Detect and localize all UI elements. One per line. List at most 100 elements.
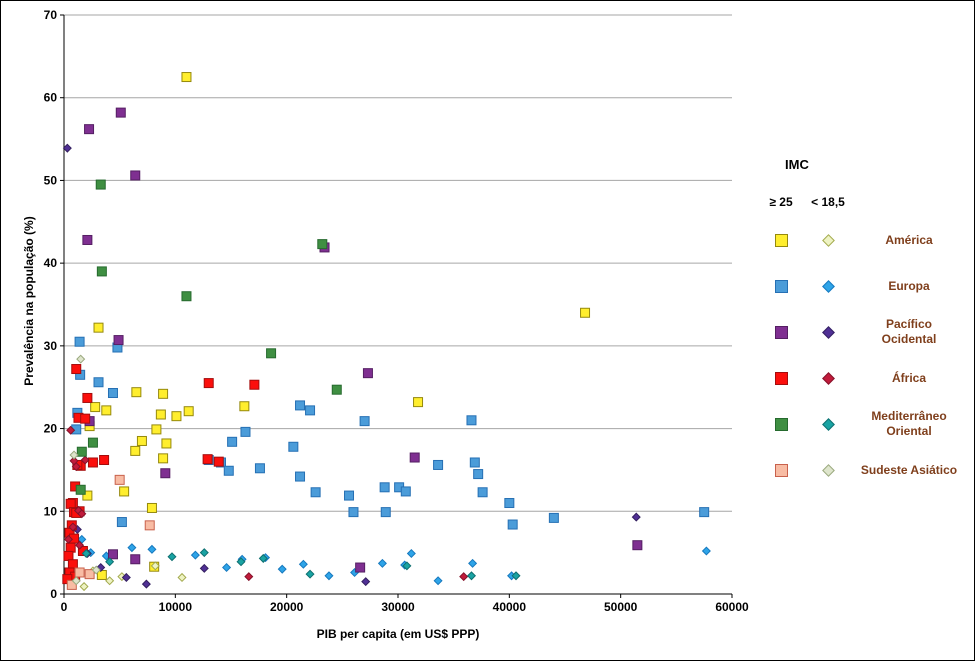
point-europa-bmi18 xyxy=(324,571,334,581)
point-africa-bmi25 xyxy=(71,364,82,375)
point-africa-bmi25 xyxy=(213,456,224,467)
point-africa-bmi25 xyxy=(82,392,93,403)
point-america-bmi25 xyxy=(183,406,194,417)
point-mediterraneo-bmi25 xyxy=(76,446,87,457)
point-europa-bmi25 xyxy=(227,436,238,447)
point-mediterraneo-bmi18 xyxy=(167,552,177,562)
point-mediterraneo-bmi25 xyxy=(87,437,98,448)
point-america-bmi25 xyxy=(130,445,141,456)
legend-row-africa: África xyxy=(763,355,968,401)
x-tick-label: 10000 xyxy=(159,600,193,614)
point-europa-bmi18 xyxy=(377,558,387,568)
point-mediterraneo-bmi18 xyxy=(466,571,477,581)
point-pacifico-bmi25 xyxy=(409,452,420,463)
point-pacifico-bmi18 xyxy=(141,579,151,589)
legend-label-africa: África xyxy=(891,370,926,385)
point-sudeste-bmi25 xyxy=(74,567,85,578)
point-europa-bmi18 xyxy=(433,576,443,586)
legend-diamond-cell xyxy=(799,417,857,431)
legend-row-sudeste: Sudeste Asiático xyxy=(763,447,968,493)
point-mediterraneo-bmi18 xyxy=(305,569,315,579)
point-america-bmi25 xyxy=(158,453,169,464)
point-sudeste-bmi18 xyxy=(91,565,101,575)
y-tick-label: 30 xyxy=(44,339,58,353)
point-pacifico-bmi25 xyxy=(107,549,118,560)
point-europa-bmi25 xyxy=(469,457,480,468)
legend-rows: América Europa Pacífico Ocidental África Med… xyxy=(763,217,968,493)
point-africa-bmi18 xyxy=(459,572,469,582)
point-africa-bmi25 xyxy=(203,378,214,389)
point-america-bmi25 xyxy=(155,409,166,420)
point-africa-bmi25 xyxy=(65,542,76,553)
y-axis-title: Prevalência na população (%) xyxy=(22,216,36,386)
point-america-bmi25 xyxy=(101,405,112,416)
point-america-bmi25 xyxy=(171,411,182,422)
legend-diamond-cell xyxy=(799,233,857,247)
legend-diamond-cell xyxy=(799,279,857,293)
point-america-bmi25 xyxy=(119,486,130,497)
legend-square-cell xyxy=(763,371,799,385)
legend-swatch-america-diamond xyxy=(821,233,835,247)
point-america-bmi25 xyxy=(131,387,142,398)
point-europa-bmi25 xyxy=(295,471,306,482)
point-america-bmi25 xyxy=(151,424,162,435)
point-africa-bmi18 xyxy=(75,540,85,550)
point-africa-bmi18 xyxy=(66,425,76,435)
point-america-bmi25 xyxy=(82,490,93,501)
point-europa-bmi25 xyxy=(223,465,234,476)
point-mediterraneo-bmi18 xyxy=(81,548,91,558)
point-pacifico-bmi25 xyxy=(115,107,126,118)
legend-square-cell xyxy=(763,417,799,431)
point-pacifico-bmi18 xyxy=(199,563,209,573)
legend-swatch-pacifico-diamond xyxy=(821,325,835,339)
point-mediterraneo-bmi18 xyxy=(199,548,209,558)
legend-swatch-africa-diamond xyxy=(821,371,835,385)
point-europa-bmi25 xyxy=(477,487,488,498)
legend-swatch-sudeste-diamond xyxy=(821,463,835,477)
legend-row-america: América xyxy=(763,217,968,263)
point-mediterraneo-bmi25 xyxy=(95,179,106,190)
y-tick-label: 60 xyxy=(44,91,58,105)
point-america-bmi25 xyxy=(146,502,157,513)
point-sudeste-bmi25 xyxy=(114,474,125,485)
point-europa-bmi25 xyxy=(288,441,299,452)
legend-swatch-mediterraneo-diamond xyxy=(821,417,835,431)
legend-col-header-bmi25: ≥ 25 xyxy=(769,195,793,209)
point-sudeste-bmi25 xyxy=(144,520,155,531)
point-europa-bmi25 xyxy=(240,426,251,437)
point-europa-bmi25 xyxy=(93,377,104,388)
point-europa-bmi25 xyxy=(344,490,355,501)
point-europa-bmi25 xyxy=(379,482,390,493)
point-mediterraneo-bmi25 xyxy=(75,484,86,495)
legend-square-cell xyxy=(763,325,799,339)
legend-swatch-europa-diamond xyxy=(821,279,835,293)
point-europa-bmi25 xyxy=(507,519,518,530)
point-africa-bmi25 xyxy=(65,498,76,509)
point-america-bmi18 xyxy=(177,572,187,582)
point-pacifico-bmi18 xyxy=(121,572,131,582)
point-europa-bmi25 xyxy=(699,507,710,518)
point-europa-bmi18 xyxy=(468,558,478,568)
point-pacifico-bmi18 xyxy=(361,577,371,587)
x-tick-label: 30000 xyxy=(381,600,415,614)
point-sudeste-bmi25 xyxy=(84,569,95,580)
x-tick-label: 50000 xyxy=(604,600,638,614)
point-europa-bmi25 xyxy=(295,400,306,411)
legend-swatch-america-square xyxy=(774,233,788,247)
legend-row-europa: Europa xyxy=(763,263,968,309)
point-mediterraneo-bmi18 xyxy=(258,553,268,563)
x-tick-label: 0 xyxy=(61,600,68,614)
x-tick-label: 60000 xyxy=(715,600,749,614)
point-pacifico-bmi25 xyxy=(130,554,141,565)
legend-square-cell xyxy=(763,233,799,247)
legend-column-headers: ≥ 25 < 18,5 xyxy=(763,195,968,213)
legend-title: IMC xyxy=(785,157,809,172)
point-pacifico-bmi18 xyxy=(62,143,72,153)
legend-diamond-cell xyxy=(799,463,857,477)
y-tick-label: 70 xyxy=(44,8,58,22)
point-mediterraneo-bmi25 xyxy=(331,384,342,395)
point-mediterraneo-bmi25 xyxy=(96,266,107,277)
point-pacifico-bmi25 xyxy=(84,124,95,135)
